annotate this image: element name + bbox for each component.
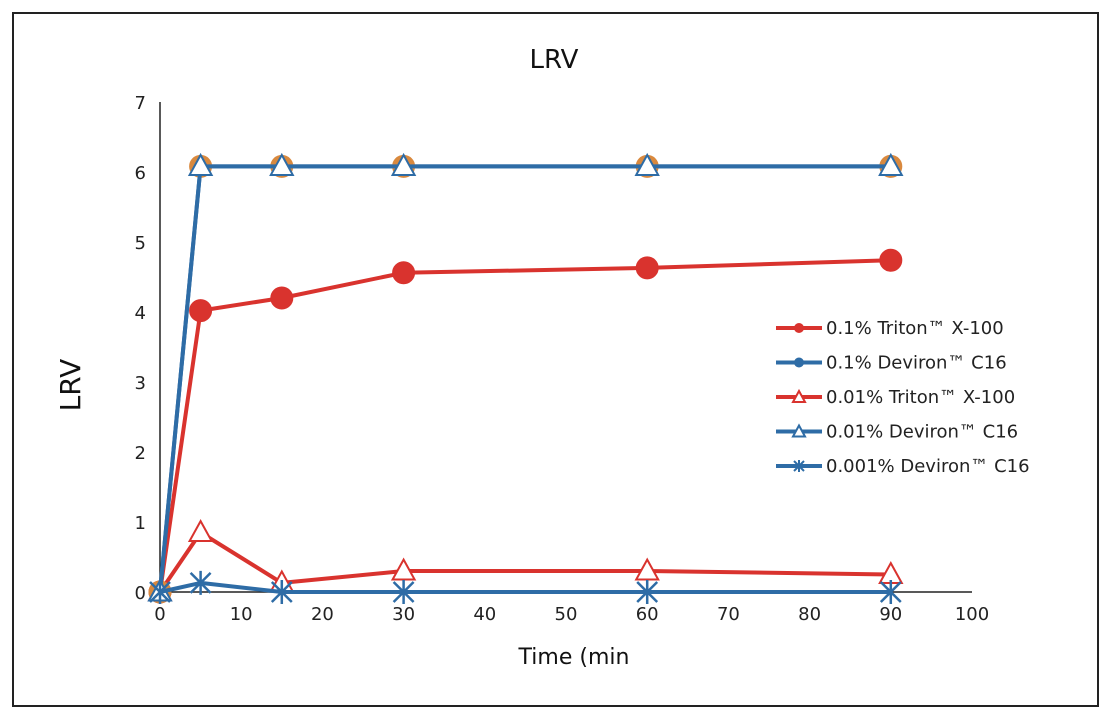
legend: 0.1% Triton™ X-100 0.1% Deviron™ C16 0.01%…: [776, 318, 1030, 477]
data-point: [189, 299, 213, 323]
data-point: [635, 256, 659, 280]
data-point: [879, 248, 903, 272]
x-tick-label: 90: [879, 604, 902, 625]
data-point: [187, 152, 214, 176]
legend-marker: [793, 460, 805, 472]
chart-title: LRV: [530, 45, 579, 75]
legend-item: 0.1% Triton™ X-100: [776, 318, 1004, 339]
data-point: [392, 261, 416, 285]
series-4: [149, 570, 902, 604]
data-point: [390, 152, 417, 176]
series-line: [158, 164, 891, 593]
legend-label: 0.01% Deviron™ C16: [826, 422, 1018, 443]
y-tick-label: 5: [135, 233, 146, 254]
y-tick-label: 2: [135, 443, 146, 464]
legend-marker: [791, 388, 807, 403]
y-tick-label: 7: [135, 93, 146, 114]
data-point: [634, 152, 660, 176]
y-tick-label: 6: [135, 163, 146, 184]
series-1: [148, 154, 903, 604]
series-line: [158, 164, 891, 593]
data-point: [634, 557, 660, 581]
legend-label: 0.001% Deviron™ C16: [826, 456, 1030, 477]
series-line: [158, 258, 891, 593]
y-tick-label: 1: [135, 513, 146, 534]
x-tick-label: 50: [555, 604, 578, 625]
x-tick-label: 0: [154, 604, 165, 625]
chart-frame: LRV LRV Time (min 0 1 2 3 4 5 6 7 0 10 20 30 40 50 60 7…: [12, 12, 1099, 707]
x-tick-label: 60: [636, 604, 659, 625]
data-point: [270, 580, 293, 604]
series-0: [148, 248, 903, 604]
y-tick-label: 0: [135, 583, 146, 604]
data-point: [270, 286, 294, 310]
data-point: [187, 519, 214, 543]
legend-marker: [794, 357, 804, 368]
y-axis-title: LRV: [54, 359, 87, 412]
x-tick-label: 10: [230, 604, 253, 625]
data-point: [269, 152, 295, 176]
data-point: [189, 570, 212, 595]
legend-item: 0.1% Deviron™ C16: [776, 353, 1007, 374]
data-point: [878, 152, 904, 176]
legend-label: 0.1% Triton™ X-100: [826, 318, 1004, 339]
x-tick-label: 40: [473, 604, 496, 625]
legend-marker: [791, 423, 807, 438]
data-point: [149, 580, 171, 604]
x-tick-label: 70: [717, 604, 740, 625]
x-tick-label: 100: [955, 604, 989, 625]
legend-item: 0.01% Triton™ X-100: [776, 387, 1015, 408]
y-tick-label: 4: [135, 303, 146, 324]
series-3: [147, 152, 904, 602]
legend-item: 0.001% Deviron™ C16: [776, 456, 1030, 477]
legend-item: 0.01% Deviron™ C16: [776, 422, 1018, 443]
series-line: [158, 530, 891, 594]
legend-label: 0.01% Triton™ X-100: [826, 387, 1015, 408]
series-line: [159, 580, 891, 594]
data-point: [636, 580, 659, 604]
legend-label: 0.1% Deviron™ C16: [826, 353, 1007, 374]
x-axis-title: Time (min: [518, 645, 630, 670]
plot-area: [147, 152, 904, 604]
x-tick-label: 30: [392, 604, 415, 625]
data-point: [390, 557, 417, 581]
y-tick-label: 3: [135, 373, 146, 394]
data-point: [392, 580, 415, 604]
x-tick-label: 20: [311, 604, 334, 625]
legend-marker: [794, 323, 804, 333]
data-point: [879, 580, 902, 604]
x-tick-label: 80: [798, 604, 821, 625]
